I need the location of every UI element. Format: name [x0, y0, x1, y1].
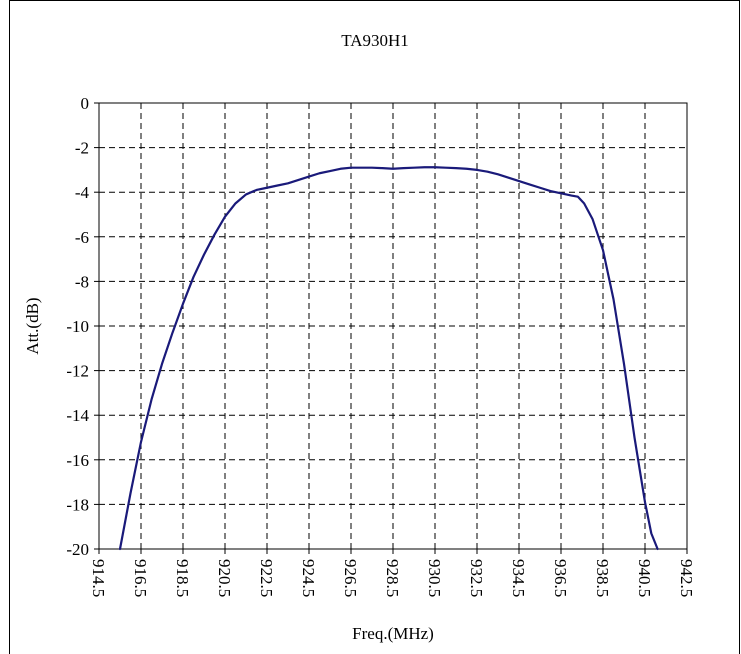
chart-frame: [10, 1, 740, 654]
y-tick-label: 0: [81, 94, 90, 113]
y-tick-label: -2: [75, 139, 89, 158]
y-tick-label: -8: [75, 272, 89, 291]
x-tick-label: 940.5: [635, 559, 654, 597]
x-tick-label: 926.5: [341, 559, 360, 597]
x-tick-label: 922.5: [257, 559, 276, 597]
x-tick-label: 918.5: [173, 559, 192, 597]
x-tick-label: 936.5: [551, 559, 570, 597]
y-tick-label: -18: [66, 495, 89, 514]
x-tick-label: 916.5: [131, 559, 150, 597]
y-tick-label: -10: [66, 317, 89, 336]
x-tick-label: 942.5: [677, 559, 696, 597]
y-tick-label: -20: [66, 540, 89, 559]
x-tick-label: 928.5: [383, 559, 402, 597]
x-tick-label: 930.5: [425, 559, 444, 597]
chart-title: TA930H1: [341, 31, 409, 50]
y-tick-label: -4: [75, 183, 90, 202]
y-axis-label: Att.(dB): [23, 297, 42, 354]
x-tick-label: 914.5: [89, 559, 108, 597]
x-axis-label: Freq.(MHz): [352, 624, 434, 643]
x-tick-label: 938.5: [593, 559, 612, 597]
x-tick-label: 934.5: [509, 559, 528, 597]
y-tick-label: -6: [75, 228, 89, 247]
y-tick-label: -12: [66, 362, 89, 381]
y-tick-label: -16: [66, 451, 89, 470]
y-tick-label: -14: [66, 406, 89, 425]
x-tick-label: 920.5: [215, 559, 234, 597]
x-tick-label: 924.5: [299, 559, 318, 597]
x-tick-label: 932.5: [467, 559, 486, 597]
